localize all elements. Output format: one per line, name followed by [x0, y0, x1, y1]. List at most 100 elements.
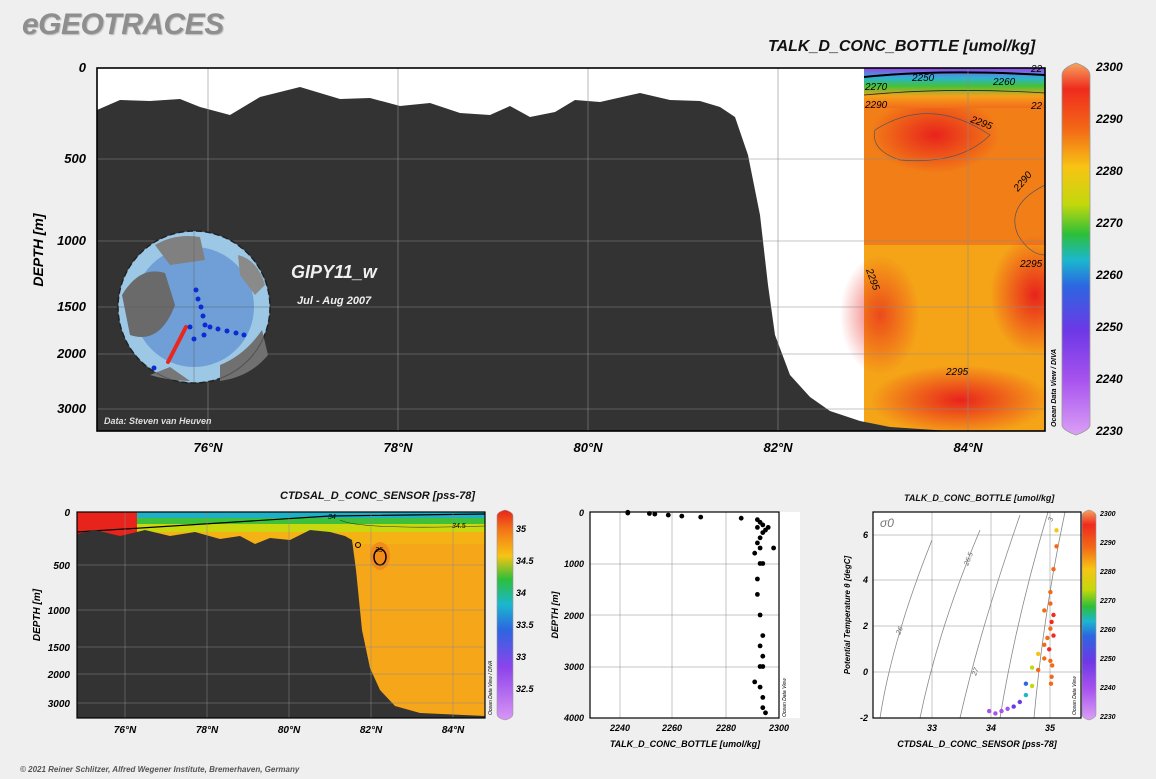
y-tick: 3000 — [57, 401, 87, 416]
colorbar — [1061, 62, 1091, 436]
egeotraces-logo: eGEOTRACES — [22, 8, 224, 41]
colorbar-tick: 2240 — [1099, 685, 1116, 692]
y-tick: 1000 — [57, 233, 87, 248]
x-axis-label: CTDSAL_D_CONC_SENSOR [pss-78] — [897, 739, 1058, 749]
ts-point — [1049, 674, 1054, 679]
y-tick: 4 — [862, 575, 868, 585]
x-tick: 2240 — [609, 723, 630, 733]
ts-point — [1051, 612, 1056, 618]
y-axis-label: DEPTH [m] — [30, 212, 46, 286]
x-tick: 78°N — [196, 725, 219, 736]
profile-point — [679, 513, 685, 519]
colorbar-tick: 2300 — [1095, 60, 1123, 74]
sigma-label: σ0 — [880, 516, 894, 530]
x-tick: 82°N — [763, 440, 793, 455]
colorbar-tick: 2280 — [1095, 164, 1123, 178]
colorbar-tick: 2260 — [1095, 268, 1123, 282]
profile-point — [738, 515, 744, 521]
cruise-track-map — [117, 230, 271, 384]
ts-point — [1029, 665, 1035, 670]
talk-profile-plot: 0 1000 2000 3000 4000 2240 2260 2280 230… — [550, 508, 800, 749]
contour-label: 35 — [375, 547, 383, 554]
profile-points — [625, 509, 776, 716]
y-tick: 0 — [79, 60, 87, 75]
profile-point — [760, 705, 766, 711]
y-tick: 3000 — [48, 699, 71, 710]
ts-point — [1048, 658, 1053, 663]
ts-point — [1054, 544, 1059, 549]
ts-point — [1023, 681, 1029, 686]
colorbar — [496, 509, 514, 721]
ts-point — [1042, 608, 1047, 613]
ts-point — [1023, 692, 1029, 698]
ts-point — [993, 711, 998, 716]
profile-point — [760, 653, 766, 659]
y-tick: 0 — [64, 508, 70, 519]
profile-point — [755, 576, 760, 582]
ts-point — [1048, 601, 1053, 606]
y-tick: 1000 — [564, 559, 584, 569]
ts-point — [1042, 656, 1047, 661]
ts-point — [987, 708, 992, 714]
y-tick: 2000 — [563, 611, 584, 621]
ts-point — [1051, 567, 1056, 572]
profile-point — [625, 510, 631, 516]
x-tick: 2280 — [715, 723, 736, 733]
cruise-dates: Jul - Aug 2007 — [297, 295, 372, 307]
ts-point — [1036, 651, 1041, 657]
colorbar-tick: 34.5 — [516, 556, 535, 566]
profile-point — [763, 710, 768, 716]
colorbar — [1081, 509, 1097, 721]
y-axis-label: DEPTH [m] — [32, 588, 43, 641]
ts-point — [1054, 528, 1059, 533]
colorbar-tick: 2250 — [1099, 656, 1116, 663]
y-tick: 6 — [863, 530, 869, 540]
y-tick: 3000 — [564, 662, 584, 672]
profile-point — [752, 550, 758, 556]
profile-point — [757, 643, 763, 649]
x-tick: 78°N — [383, 440, 413, 455]
colorbar-tick: 2290 — [1095, 112, 1123, 126]
y-axis-label: DEPTH [m] — [550, 590, 560, 638]
ts-point — [1048, 589, 1053, 595]
ts-point — [1017, 699, 1022, 705]
ts-point — [1051, 633, 1056, 638]
ts-point — [999, 708, 1004, 714]
contour-label: 2295 — [945, 367, 969, 378]
ts-plot-title: TALK_D_CONC_BOTTLE [umol/kg] — [904, 493, 1055, 503]
profile-point — [752, 679, 758, 685]
contour-label: 22 — [1030, 64, 1043, 75]
cruise-name: GIPY11_w — [291, 262, 378, 282]
odv-watermark: Ocean Data View — [1072, 676, 1078, 715]
ts-point — [1029, 683, 1035, 689]
colorbar-tick: 2230 — [1099, 714, 1116, 721]
data-source: Data: Steven van Heuven — [104, 416, 212, 426]
profile-point — [755, 525, 760, 530]
contour-label: 2290 — [864, 100, 888, 111]
odv-watermark: Ocean Data View — [782, 678, 788, 717]
y-tick: 2000 — [56, 346, 87, 361]
y-tick: 500 — [64, 151, 86, 166]
x-tick: 80°N — [278, 725, 301, 736]
y-tick: 2 — [862, 621, 868, 631]
ts-point — [1047, 647, 1052, 652]
contour-label: 34 — [328, 514, 336, 521]
odv-watermark: Ocean Data View / DIVA — [1051, 349, 1058, 427]
ts-points — [987, 528, 1059, 716]
ts-point — [1050, 663, 1055, 668]
ts-plot: 26 26.5 27 3 σ0 6 4 2 0 -2 33 34 35 CTDS… — [843, 509, 1116, 749]
profile-point — [698, 514, 704, 520]
profile-point — [760, 664, 766, 669]
ts-point — [1048, 681, 1054, 686]
odv-watermark: Ocean Data View / DIVA — [488, 660, 494, 715]
x-axis-label: TALK_D_CONC_BOTTLE [umol/kg] — [610, 739, 761, 749]
x-tick: 2300 — [768, 723, 789, 733]
x-tick: 33 — [927, 723, 937, 733]
profile-point — [665, 512, 671, 518]
salinity-section-title: CTDSAL_D_CONC_SENSOR [pss-78] — [280, 490, 475, 502]
y-tick: 1000 — [48, 606, 71, 617]
contour-label: 2250 — [911, 73, 935, 84]
x-tick: 84°N — [953, 440, 983, 455]
ts-point — [1048, 626, 1053, 631]
colorbar-tick: 33 — [516, 652, 526, 662]
